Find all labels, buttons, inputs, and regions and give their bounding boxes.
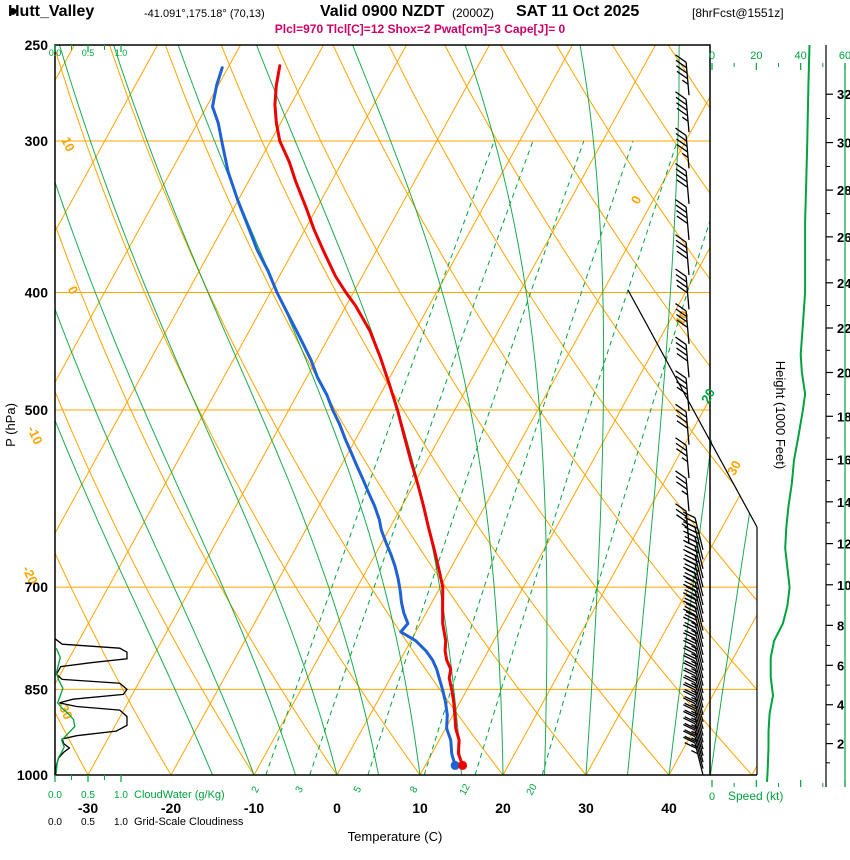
svg-text:30: 30	[837, 136, 850, 151]
svg-text:700: 700	[25, 579, 49, 595]
svg-text:18: 18	[837, 409, 850, 424]
svg-text:850: 850	[25, 681, 49, 697]
svg-text:0: 0	[709, 791, 715, 803]
temperature-curve	[273, 64, 465, 767]
svg-text:500: 500	[25, 402, 49, 418]
params-line: Plcl=970 Tlcl[C]=12 Shox=2 Pwat[cm]=3 Ca…	[274, 22, 566, 36]
sounding-profiles	[211, 64, 468, 770]
svg-text:20: 20	[750, 50, 762, 62]
valid-date: SAT 11 Oct 2025	[516, 3, 640, 20]
surface-dewpoint-dot	[450, 760, 460, 770]
svg-text:Grid-Scale Cloudiness: Grid-Scale Cloudiness	[134, 816, 244, 828]
plot-frame	[54, 44, 758, 776]
station-name: Hutt_Valley	[8, 3, 95, 20]
svg-text:2: 2	[250, 784, 263, 795]
grid-scale-cloudiness-curve	[54, 638, 128, 776]
svg-text:28: 28	[837, 183, 850, 198]
svg-text:22: 22	[837, 321, 850, 336]
temperature-axis: -30 -20 -10 0 10 20 30 40 Temperature (C)	[78, 800, 677, 844]
station-coords: -41.091°,175.18° (70,13)	[144, 8, 265, 20]
svg-text:0: 0	[333, 800, 341, 816]
svg-text:-30: -30	[78, 800, 98, 816]
svg-text:20: 20	[698, 386, 718, 406]
svg-text:1.0: 1.0	[115, 48, 128, 58]
cloudwater-curve	[55, 647, 76, 773]
wind-barbs	[675, 54, 704, 776]
svg-text:-10: -10	[24, 423, 46, 446]
svg-text:0: 0	[628, 193, 645, 207]
svg-text:2: 2	[837, 737, 844, 752]
svg-text:0.0: 0.0	[48, 790, 62, 801]
svg-text:250: 250	[25, 37, 49, 53]
svg-text:4: 4	[837, 698, 845, 713]
svg-text:5: 5	[352, 784, 365, 795]
speed-axis: 0 20 40 60 0 Speed (kt)	[709, 44, 850, 803]
svg-text:400: 400	[25, 284, 49, 300]
svg-text:10: 10	[58, 134, 78, 153]
svg-text:32: 32	[837, 87, 850, 102]
cloud-profiles	[54, 638, 128, 776]
cloud-scales: 0.0 0.0 0.0 0.5 0.5 0.5 1.0 1.0 1.0 CloudWater (g…	[48, 45, 244, 828]
svg-text:0.5: 0.5	[81, 817, 95, 828]
svg-text:CloudWater (g/Kg): CloudWater (g/Kg)	[134, 789, 225, 801]
svg-text:Temperature (C): Temperature (C)	[348, 829, 443, 844]
svg-text:-20: -20	[161, 800, 181, 816]
svg-text:3: 3	[294, 784, 307, 795]
svg-text:1.0: 1.0	[114, 817, 128, 828]
pressure-axis: 250 300 400 500 700 850 1000 P (hPa)	[3, 37, 48, 783]
svg-text:20: 20	[837, 365, 850, 380]
svg-text:P (hPa): P (hPa)	[3, 403, 18, 447]
dewpoint-curve	[211, 66, 457, 767]
svg-text:24: 24	[837, 276, 850, 291]
svg-text:30: 30	[578, 800, 594, 816]
svg-text:0: 0	[709, 50, 715, 62]
svg-text:-10: -10	[244, 800, 264, 816]
svg-text:0.5: 0.5	[81, 790, 95, 801]
svg-text:0: 0	[65, 284, 82, 297]
svg-text:1.0: 1.0	[114, 790, 128, 801]
svg-text:300: 300	[25, 133, 49, 149]
svg-text:40: 40	[795, 50, 807, 62]
svg-text:14: 14	[837, 495, 850, 510]
station-bullet-icon: ●	[8, 3, 18, 20]
svg-text:6: 6	[837, 658, 844, 673]
svg-text:30: 30	[724, 458, 744, 478]
valid-time: Valid 0900 NZDT	[320, 3, 445, 20]
svg-text:60: 60	[839, 50, 850, 62]
svg-text:12: 12	[837, 537, 850, 552]
svg-text:10: 10	[412, 800, 428, 816]
svg-text:1000: 1000	[17, 767, 48, 783]
forecast-tag: [8hrFcst@1551z]	[692, 6, 784, 20]
svg-text:10: 10	[837, 578, 850, 593]
svg-text:20: 20	[495, 800, 511, 816]
svg-text:8: 8	[408, 784, 421, 795]
svg-text:12: 12	[458, 782, 473, 797]
svg-text:0.5: 0.5	[82, 48, 95, 58]
svg-text:-20: -20	[19, 563, 41, 586]
svg-text:16: 16	[837, 452, 850, 467]
svg-text:26: 26	[837, 230, 850, 245]
svg-text:0.0: 0.0	[49, 48, 62, 58]
skewt-grid	[55, 45, 757, 775]
svg-text:0.0: 0.0	[48, 817, 62, 828]
surface-temperature-dot	[458, 760, 468, 770]
svg-text:Speed (kt): Speed (kt)	[728, 789, 783, 803]
svg-text:40: 40	[661, 800, 677, 816]
svg-text:8: 8	[837, 618, 844, 633]
svg-text:20: 20	[525, 782, 540, 797]
svg-text:Height (1000 Feet): Height (1000 Feet)	[773, 361, 788, 469]
wind-speed-curve	[766, 44, 811, 782]
valid-utc: (2000Z)	[452, 6, 495, 20]
